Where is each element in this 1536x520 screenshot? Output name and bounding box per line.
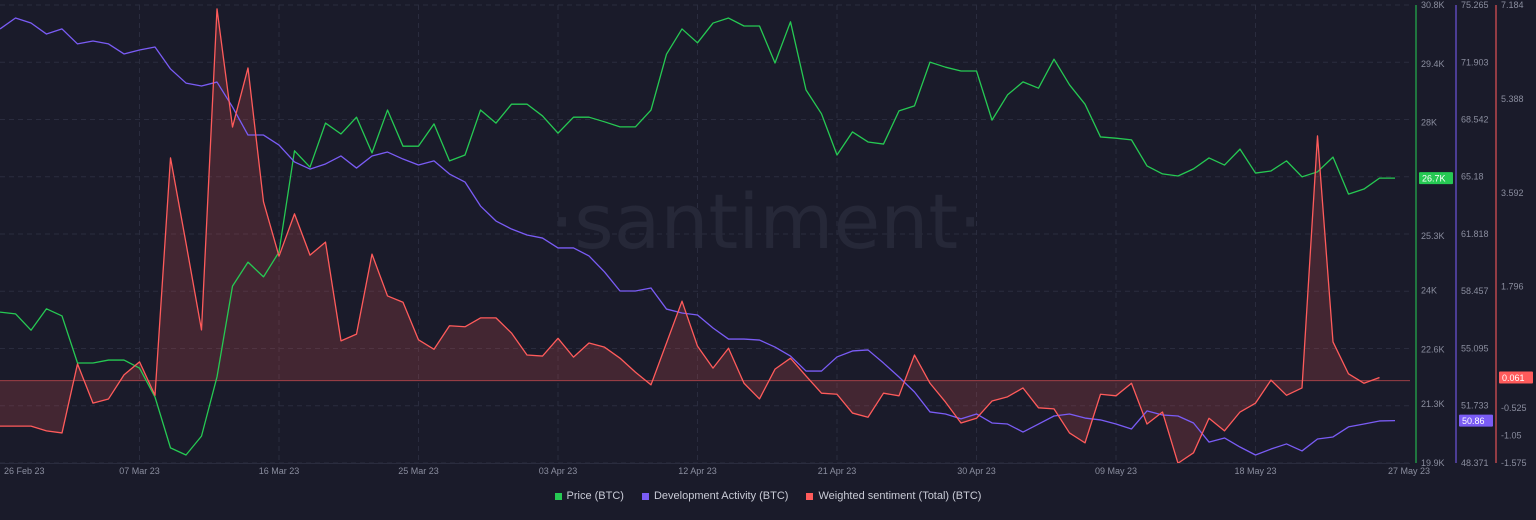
legend-label: Development Activity (BTC) [653, 490, 789, 502]
sent-tick-label: 5.388 [1501, 94, 1524, 104]
x-tick-label: 26 Feb 23 [4, 466, 45, 476]
price-tick-label: 25.3K [1421, 231, 1445, 241]
legend-item-sentiment[interactable]: Weighted sentiment (Total) (BTC) [806, 490, 981, 502]
series-layer [0, 8, 1410, 464]
sent-tick-label: 1.796 [1501, 282, 1524, 292]
dev-tick-label: 48.371 [1461, 458, 1489, 468]
price-tick-label: 22.6K [1421, 345, 1445, 355]
axes: 26 Feb 23 07 Mar 23 16 Mar 23 25 Mar 23 03 A… [0, 0, 1533, 476]
price-tick-label: 29.4K [1421, 59, 1445, 69]
dev-tick-label: 58.457 [1461, 286, 1489, 296]
dev-tick-label: 71.903 [1461, 57, 1489, 67]
sent-last-value-badge [1499, 371, 1533, 384]
santiment-watermark: ·santiment· [550, 177, 982, 266]
dev-last-value-label: 50.86 [1462, 416, 1485, 426]
price-tick-label: 30.8K [1421, 0, 1445, 10]
x-tick-label: 18 May 23 [1234, 466, 1276, 476]
x-tick-label: 16 Mar 23 [259, 466, 300, 476]
sent-last-value-label: 0.061 [1502, 373, 1525, 383]
price-tick-label: 28K [1421, 118, 1437, 128]
x-tick-label: 27 May 23 [1388, 466, 1430, 476]
price-tick-label: 19.9K [1421, 458, 1445, 468]
price-tick-label: 21.3K [1421, 399, 1445, 409]
sentiment-swatch [806, 492, 814, 500]
legend-item-price[interactable]: Price (BTC) [554, 490, 624, 502]
legend-label: Price (BTC) [566, 490, 624, 502]
legend-label: Weighted sentiment (Total) (BTC) [818, 490, 982, 502]
price-last-value-label: 26.7K [1422, 174, 1446, 184]
x-tick-label: 12 Apr 23 [678, 466, 717, 476]
x-tick-label: 21 Apr 23 [818, 466, 857, 476]
sent-tick-label: 7.184 [1501, 0, 1524, 10]
legend-item-dev-activity[interactable]: Development Activity (BTC) [641, 490, 789, 502]
dev-tick-label: 61.818 [1461, 229, 1489, 239]
dev-tick-label: 51.733 [1461, 401, 1489, 411]
x-tick-label: 09 May 23 [1095, 466, 1137, 476]
sent-tick-label: -1.05 [1501, 431, 1522, 441]
x-tick-label: 30 Apr 23 [957, 466, 996, 476]
dev-tick-label: 65.18 [1461, 172, 1484, 182]
dev-last-value-badge [1459, 414, 1493, 427]
legend: Price (BTC) Development Activity (BTC) W… [0, 490, 1536, 502]
x-tick-label: 07 Mar 23 [119, 466, 160, 476]
sentiment-area [0, 8, 1380, 464]
sent-tick-label: 3.592 [1501, 188, 1524, 198]
sent-tick-label: -1.575 [1501, 458, 1527, 468]
dev-tick-label: 55.095 [1461, 343, 1489, 353]
price-last-value-badge [1419, 172, 1453, 185]
dev-activity-swatch [641, 492, 649, 500]
price-tick-label: 24K [1421, 286, 1437, 296]
dev-tick-label: 68.542 [1461, 114, 1489, 124]
price-swatch [554, 492, 562, 500]
x-tick-label: 03 Apr 23 [539, 466, 578, 476]
x-tick-label: 25 Mar 23 [398, 466, 439, 476]
sent-tick-label: -0.525 [1501, 403, 1527, 413]
series-line-sentiment [0, 8, 1380, 464]
dev-tick-label: 75.265 [1461, 0, 1489, 10]
